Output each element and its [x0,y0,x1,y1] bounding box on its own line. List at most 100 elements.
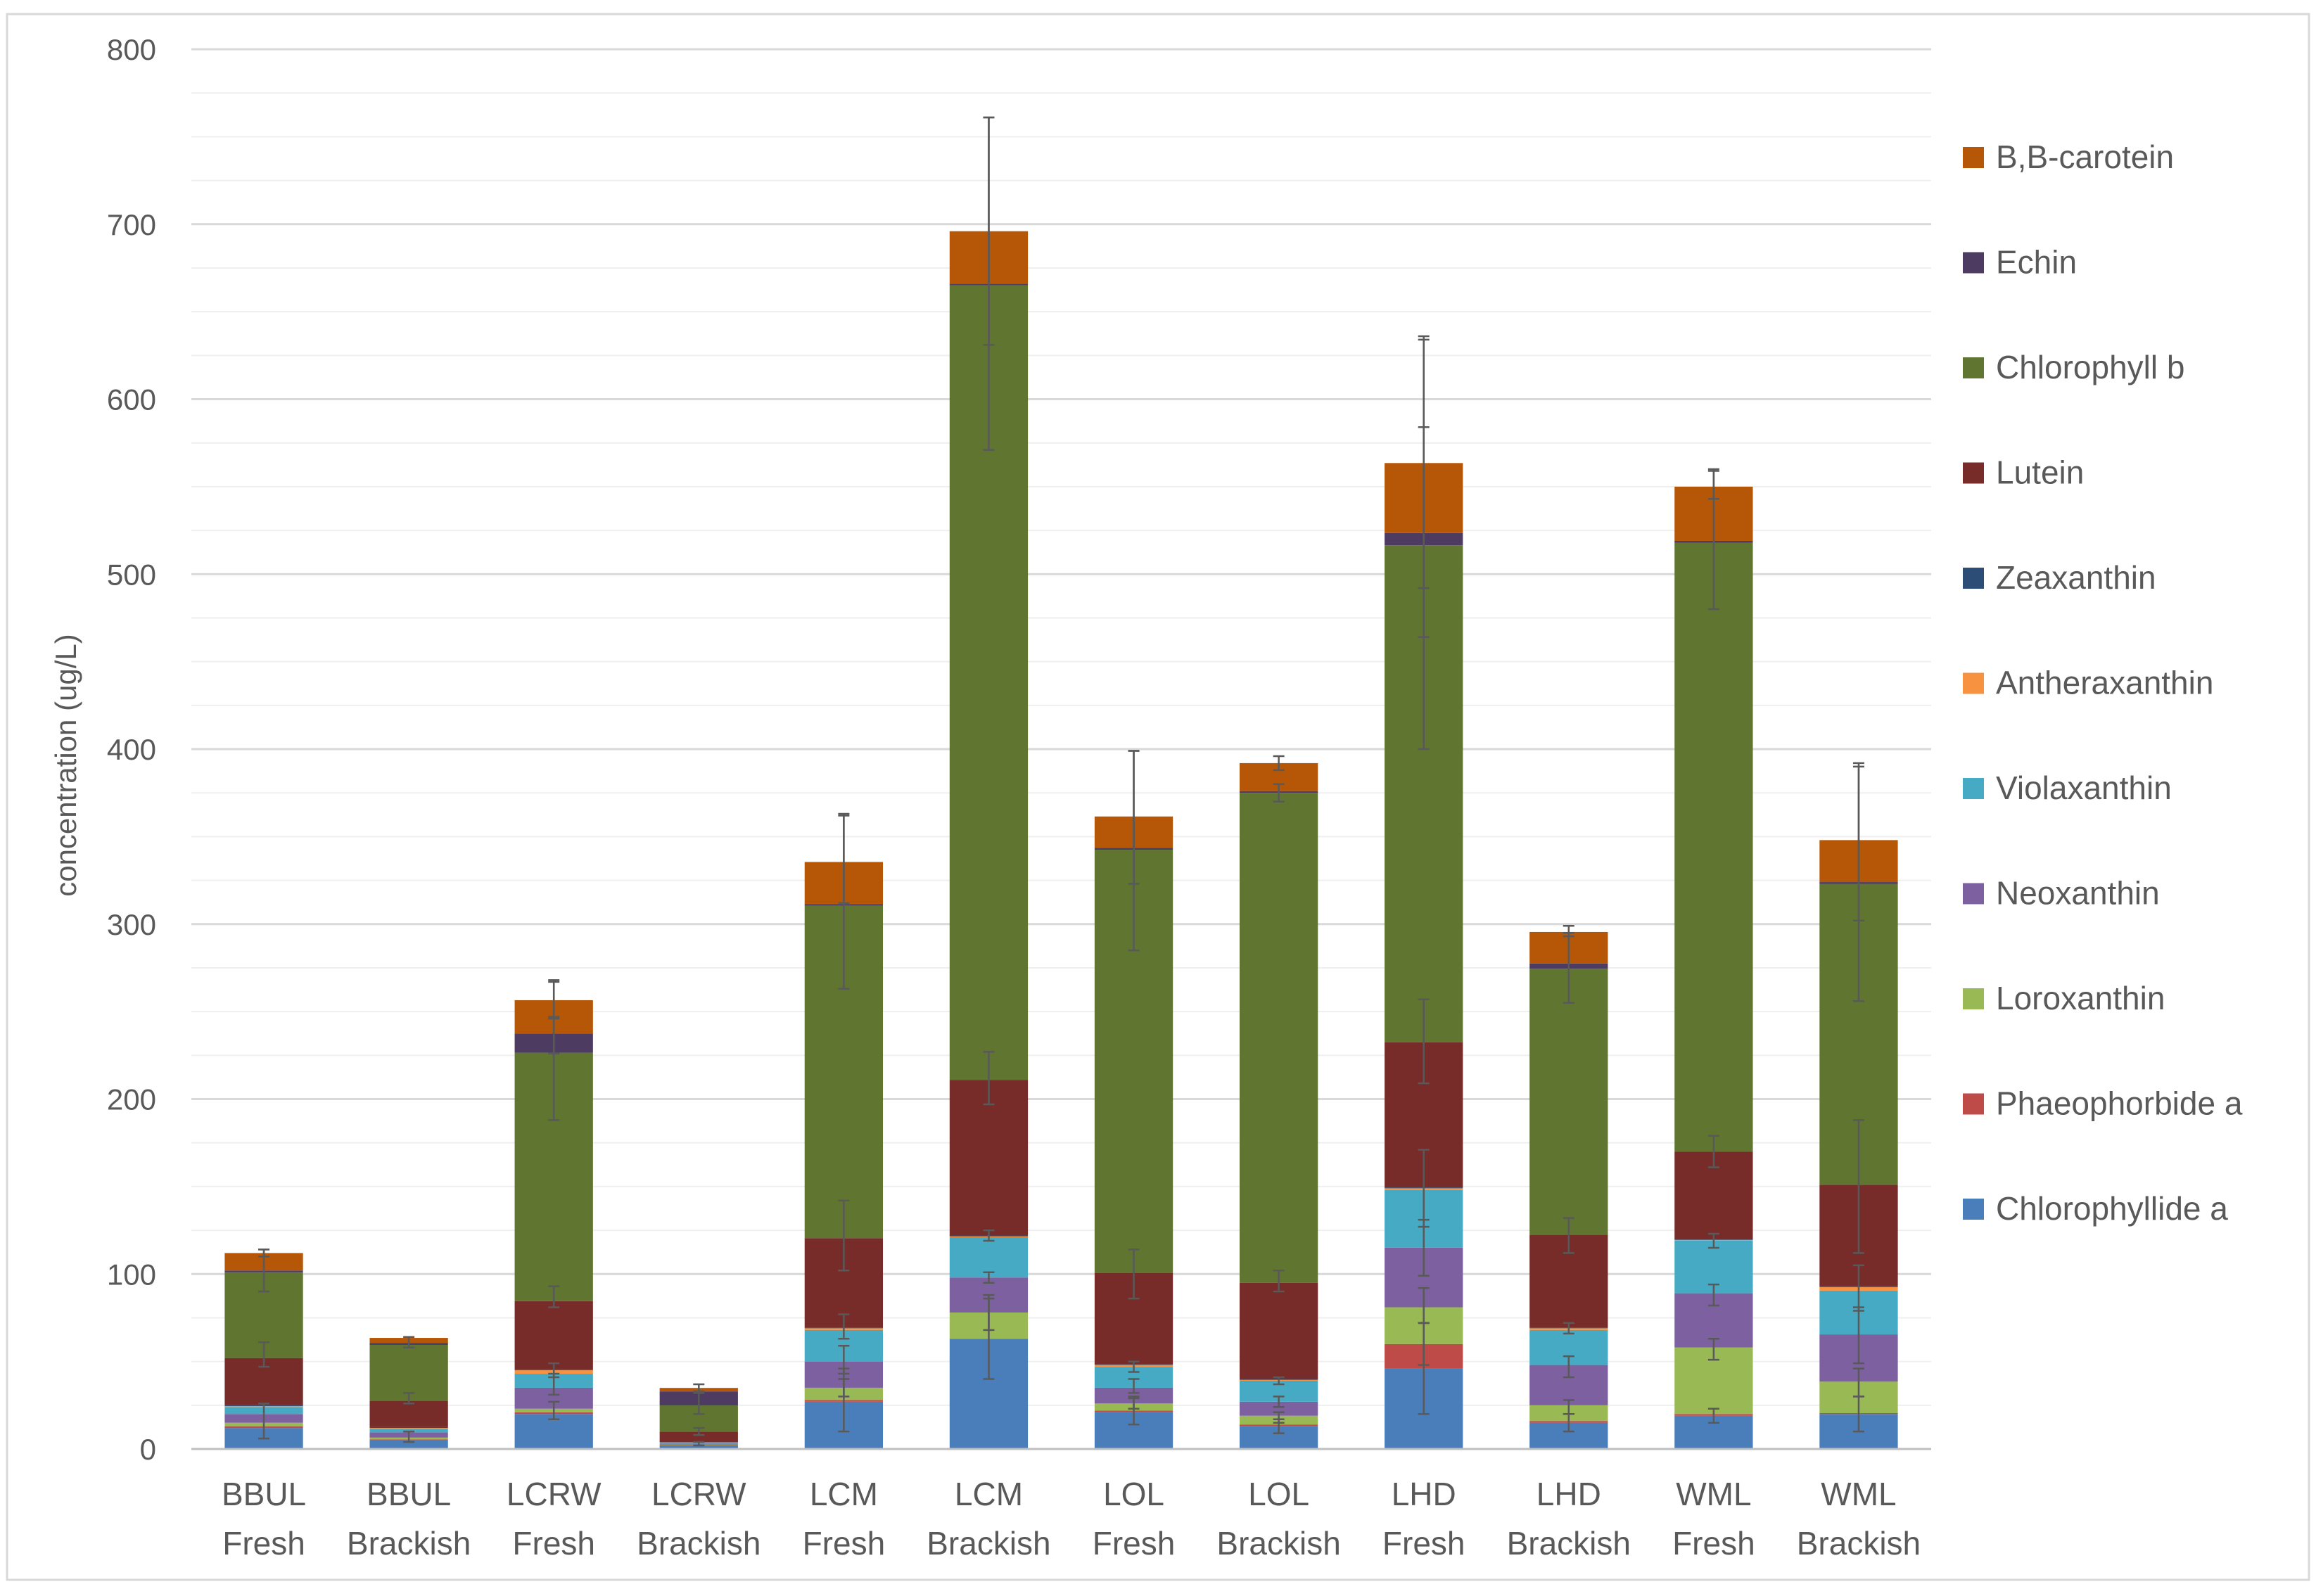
error-bar [983,1271,995,1284]
error-bar [258,1341,270,1368]
error-bar [1273,755,1285,772]
error-bar [1852,1264,1864,1312]
legend-label: Neoxanthin [1996,875,2160,912]
legend-swatch [1963,988,1984,1009]
error-bar [1128,1360,1140,1373]
y-tick-label: 600 [107,383,156,416]
bar-segment [1529,969,1608,1235]
x-category-label: Fresh [803,1525,886,1562]
error-bar [548,1285,560,1308]
error-bar [548,981,560,1018]
y-tick-label: 300 [107,908,156,941]
y-tick-label: 700 [107,208,156,241]
error-bar [1563,924,1574,938]
x-category-label: LHD [1536,1476,1601,1512]
legend-swatch [1963,672,1984,694]
x-category-label: Fresh [1382,1525,1465,1562]
bar-segment [369,1344,448,1401]
error-bar [1128,750,1140,885]
x-category-label: Fresh [512,1525,595,1562]
legend-label: Loroxanthin [1996,980,2165,1016]
x-category-label: Brackish [347,1525,471,1562]
error-bar [1852,762,1864,922]
bar-segment [659,1431,738,1443]
legend-entry: Antheraxanthin [1963,665,2213,701]
error-bar [548,1400,560,1420]
error-bar [838,1199,850,1272]
bar-segment [949,1237,1029,1278]
legend-entry: Violaxanthin [1963,770,2172,806]
legend-swatch [1963,1199,1984,1220]
error-bar [693,1426,705,1436]
x-category-label: BBUL [222,1476,306,1512]
x-category-label: LHD [1392,1476,1456,1512]
error-bar [1273,1376,1285,1386]
legend-label: Echin [1996,244,2077,281]
error-bar [838,1313,850,1340]
error-bar [1707,1283,1719,1307]
error-bar [1418,1287,1430,1324]
gridlines [191,48,1931,1406]
error-bar [983,1294,995,1332]
error-bar [1273,1270,1285,1293]
bar-segment [514,1301,593,1370]
y-tick-label: 400 [107,733,156,766]
legend-swatch [1963,1093,1984,1115]
legend-entry: Chlorophyllide a [1963,1190,2228,1227]
error-bar [403,1430,415,1443]
y-tick-label: 100 [107,1258,156,1291]
legend-swatch [1963,462,1984,484]
legend-entry: B,B-carotein [1963,139,2174,175]
legend-label: Chlorophyll b [1996,349,2184,385]
x-category-label: Fresh [1672,1525,1755,1562]
error-bar [258,1249,270,1258]
x-category-label: BBUL [367,1476,451,1512]
legend-entry: Neoxanthin [1963,875,2160,912]
error-bar [1707,1135,1719,1168]
x-category-label: Brackish [1216,1525,1340,1562]
legend-entry: Zeaxanthin [1963,559,2156,596]
x-category-label: LCM [955,1476,1023,1512]
legend-label: Chlorophyllide a [1996,1190,2228,1227]
x-category-label: Brackish [637,1525,761,1562]
error-bar [838,1378,850,1398]
legend-entry: Phaeophorbide a [1963,1085,2243,1122]
y-tick-label: 200 [107,1083,156,1116]
error-bar [258,1403,270,1440]
error-bar [983,1229,995,1242]
y-tick-label: 800 [107,33,156,66]
legend-entry: Chlorophyll b [1963,349,2184,385]
error-bar [403,1392,415,1405]
x-category-label: Fresh [222,1525,305,1562]
legend-entry: Echin [1963,244,2077,281]
legend-entry: Lutein [1963,454,2084,491]
error-bar [1128,1397,1140,1410]
error-bar [1707,1338,1719,1361]
x-category-label: Brackish [1507,1525,1631,1562]
error-bar [983,1051,995,1106]
x-category-label: LCRW [651,1476,746,1512]
bar-segment [659,1445,738,1449]
error-bar [1128,1378,1140,1394]
bar-segment [1674,542,1753,1152]
error-bar [1128,1249,1140,1300]
legend-swatch [1963,778,1984,799]
error-bar [693,1441,705,1447]
bar-segment [369,1400,448,1427]
legend-label: Violaxanthin [1996,770,2172,806]
error-bar [693,1392,705,1415]
legend-swatch [1963,357,1984,378]
bar-segment [369,1428,448,1429]
legend-label: B,B-carotein [1996,139,2174,175]
x-category-label: LOL [1103,1476,1164,1512]
legend-swatch [1963,252,1984,274]
x-category-label: LCRW [507,1476,602,1512]
legend-label: Antheraxanthin [1996,665,2213,701]
legend-entry: Loroxanthin [1963,980,2165,1016]
bar-segment [1239,793,1318,1283]
error-bar [1707,470,1719,500]
legend-swatch [1963,568,1984,589]
x-category-label: Brackish [1797,1525,1921,1562]
